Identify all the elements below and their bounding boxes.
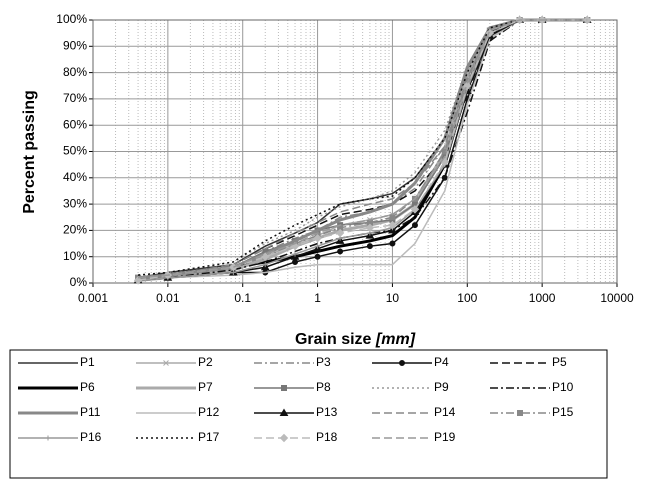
- x-tick-label: 10000: [600, 291, 634, 305]
- y-tick-label: 30%: [63, 196, 87, 210]
- y-tick-label: 50%: [63, 144, 87, 158]
- x-tick-label: 0.01: [156, 291, 180, 305]
- point-marker: [365, 223, 375, 232]
- y-tick-label: 100%: [56, 12, 87, 26]
- legend-marker: [279, 408, 289, 416]
- y-tick-label: 70%: [63, 91, 87, 105]
- legend-label: P4: [434, 355, 449, 369]
- legend-label: P7: [198, 380, 213, 394]
- point-marker: [411, 222, 418, 229]
- point-marker: [441, 174, 448, 181]
- legend-marker: [281, 385, 287, 391]
- legend-label: P19: [434, 430, 456, 444]
- legend-label: P11: [80, 405, 101, 419]
- point-marker: [313, 234, 322, 243]
- point-marker: [388, 220, 397, 230]
- x-tick-label: 1: [314, 291, 321, 305]
- legend-marker: [279, 433, 289, 443]
- series-line: [137, 19, 588, 282]
- legend-marker: [45, 435, 51, 441]
- series-line: [138, 19, 588, 282]
- series-line: [138, 19, 588, 282]
- point-marker: [366, 243, 373, 250]
- y-tick-label: 40%: [63, 170, 87, 184]
- point-marker: [292, 251, 298, 257]
- legend-label: P10: [552, 380, 574, 394]
- x-axis-label: Grain size [mm]: [295, 331, 416, 348]
- point-marker: [335, 228, 345, 238]
- point-marker: [389, 214, 396, 221]
- legend-box: [9, 349, 608, 479]
- legend-label: P9: [434, 380, 449, 394]
- legend-label: P18: [316, 430, 338, 444]
- y-tick-label: 10%: [63, 249, 87, 263]
- point-marker: [315, 243, 321, 249]
- legend-label: P17: [198, 430, 220, 444]
- plot-frame: [92, 19, 618, 284]
- x-tick-label: 0.001: [78, 291, 108, 305]
- legend-label: P5: [552, 355, 567, 369]
- legend-label: P8: [316, 380, 331, 394]
- y-tick-label: 60%: [63, 117, 87, 131]
- series-line: [138, 19, 588, 282]
- legend-label: P13: [316, 405, 338, 419]
- legend-marker: [163, 360, 169, 366]
- x-tick-label: 0.1: [234, 291, 251, 305]
- legend-label: P6: [80, 380, 95, 394]
- point-marker: [262, 262, 268, 268]
- series-line: [138, 19, 588, 276]
- legend-label: P16: [80, 430, 102, 444]
- point-marker: [133, 276, 143, 285]
- legend-label: P2: [198, 355, 213, 369]
- legend-label: P12: [198, 405, 220, 419]
- legend-label: P14: [434, 405, 456, 419]
- series-line: [138, 19, 588, 279]
- x-tick-label: 1000: [529, 291, 556, 305]
- legend-label: P1: [80, 355, 95, 369]
- x-tick-label: 100: [457, 291, 477, 305]
- legend-label: P15: [552, 405, 574, 419]
- point-marker: [292, 258, 299, 265]
- x-axis-label-unit: [mm]: [375, 331, 416, 348]
- legend-label: P3: [316, 355, 331, 369]
- legend-marker: [399, 360, 405, 366]
- y-axis-label: Percent passing: [21, 90, 38, 214]
- y-tick-label: 90%: [63, 38, 87, 52]
- point-marker: [389, 240, 396, 247]
- point-marker: [314, 253, 321, 260]
- y-tick-label: 80%: [63, 65, 87, 79]
- x-axis-label-text: Grain size: [295, 331, 372, 348]
- legend-marker: [517, 410, 523, 416]
- y-tick-label: 0%: [70, 275, 88, 289]
- y-tick-label: 20%: [63, 223, 87, 237]
- point-marker: [337, 248, 344, 255]
- x-tick-label: 10: [386, 291, 400, 305]
- point-marker: [410, 205, 420, 214]
